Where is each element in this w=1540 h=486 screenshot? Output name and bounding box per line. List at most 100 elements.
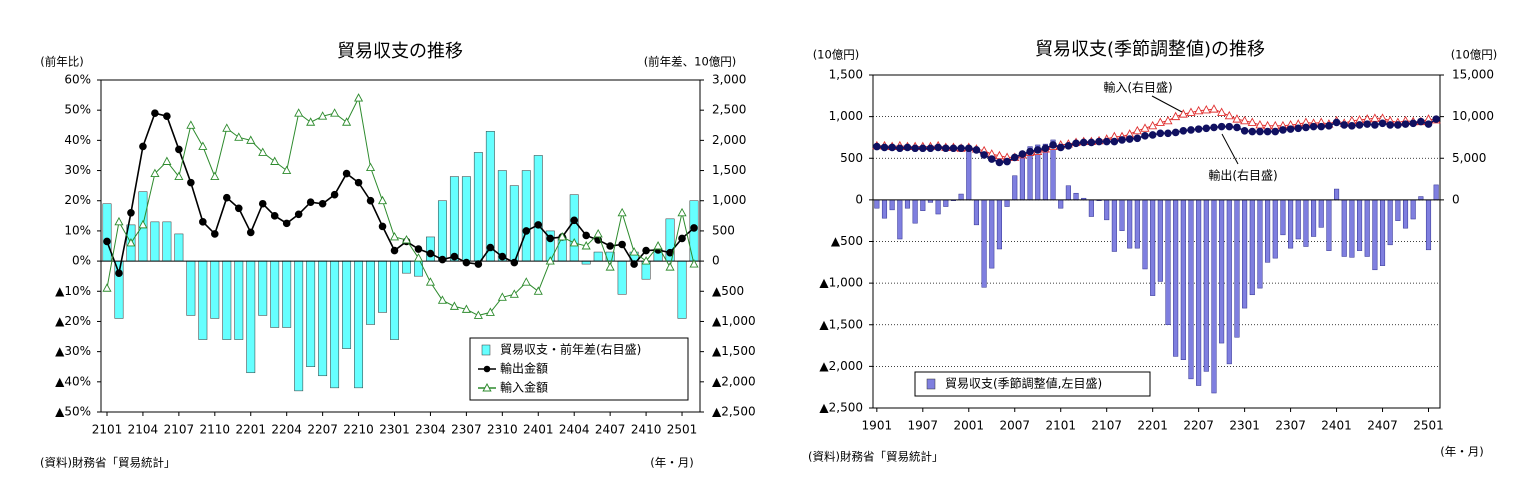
point-marker <box>210 171 220 181</box>
bar <box>1433 184 1439 201</box>
point-marker <box>474 260 483 268</box>
point-marker <box>486 243 495 252</box>
point-marker <box>911 144 919 153</box>
point-marker <box>1133 134 1142 143</box>
point-marker <box>318 111 328 120</box>
bar <box>1188 199 1194 380</box>
y2-tick-label: 500 <box>712 223 735 237</box>
point-marker <box>533 286 543 295</box>
point-marker <box>1210 123 1218 132</box>
x-tick-label: 2410 <box>631 423 662 437</box>
point-marker <box>1401 120 1410 128</box>
point-marker <box>1209 104 1219 113</box>
bar <box>1073 192 1079 201</box>
x-tick-label: 1907 <box>908 419 939 433</box>
point-marker <box>606 242 614 250</box>
y-axis-unit: (10億円) <box>813 48 860 62</box>
annotation: 輸出(右目盛) <box>1208 168 1277 183</box>
point-marker <box>593 228 603 238</box>
point-marker <box>485 307 495 316</box>
point-marker <box>534 221 543 229</box>
point-marker <box>1132 125 1142 135</box>
point-marker <box>222 193 231 202</box>
point-marker <box>1202 124 1211 133</box>
x-tick-label: 2401 <box>1321 419 1352 433</box>
y2-tick-label: ▲1,000 <box>712 314 756 328</box>
legend-swatch <box>926 378 936 390</box>
bar <box>981 199 987 288</box>
point-marker <box>1186 107 1196 116</box>
bar <box>282 260 292 328</box>
legend-label: 貿易収支(季節調整値,左目盛) <box>945 376 1102 391</box>
point-marker <box>186 120 196 129</box>
point-marker <box>665 262 675 271</box>
bar <box>210 260 220 319</box>
bar <box>1318 199 1324 228</box>
y2-tick-label: ▲2,500 <box>712 405 756 419</box>
bar <box>1111 199 1117 252</box>
point-marker <box>282 165 292 174</box>
point-marker <box>426 249 435 258</box>
y-tick-label: 40% <box>64 133 91 147</box>
point-marker <box>342 117 352 126</box>
point-marker <box>127 209 135 217</box>
point-marker <box>1224 110 1234 120</box>
chart-title: 貿易収支(季節調整値)の推移 <box>1035 39 1265 60</box>
point-marker <box>1087 138 1096 147</box>
y-tick-label: 0% <box>72 254 91 268</box>
bar <box>1249 199 1255 296</box>
point-marker <box>1232 114 1242 123</box>
point-marker <box>1194 125 1203 133</box>
point-marker <box>1018 150 1027 158</box>
annotation-leader <box>1221 133 1239 165</box>
bar <box>1134 199 1140 249</box>
y-tick-label: ▲2,500 <box>819 401 863 415</box>
point-marker <box>449 301 459 310</box>
y-tick-label: 30% <box>64 163 91 177</box>
x-tick-label: 2101 <box>1045 419 1076 433</box>
point-marker <box>1178 109 1188 118</box>
bar <box>881 199 888 219</box>
point-marker <box>678 234 686 243</box>
point-marker <box>150 168 160 178</box>
bar <box>1425 199 1432 251</box>
point-marker <box>1163 115 1173 125</box>
bar <box>426 236 435 262</box>
point-marker <box>151 109 159 117</box>
x-tick-label: 2104 <box>128 423 159 437</box>
y2-tick-label: 0 <box>712 254 720 268</box>
point-marker <box>888 143 896 152</box>
point-marker <box>972 146 981 154</box>
point-marker <box>1309 122 1318 131</box>
bar <box>1165 199 1171 325</box>
point-marker <box>964 144 973 153</box>
point-marker <box>1179 126 1188 135</box>
y-tick-label: 500 <box>840 151 863 165</box>
y-tick-label: ▲30% <box>55 344 91 358</box>
bar <box>234 260 244 340</box>
point-marker <box>880 143 889 152</box>
point-marker <box>509 289 519 298</box>
x-tick-label: 2204 <box>271 423 302 437</box>
x-tick-label: 2207 <box>1183 419 1214 433</box>
point-marker <box>1409 119 1417 128</box>
point-marker <box>438 255 447 264</box>
bar <box>1395 199 1401 221</box>
y-tick-label: ▲20% <box>55 314 91 328</box>
bar <box>473 152 483 262</box>
point-marker <box>114 216 124 226</box>
bar <box>1334 188 1340 201</box>
bar <box>617 260 627 295</box>
bar <box>1119 199 1125 231</box>
y-tick-label: ▲50% <box>55 405 91 419</box>
point-marker <box>557 232 567 241</box>
x-tick-label: 2304 <box>415 423 446 437</box>
point-marker <box>306 198 315 207</box>
bar <box>162 221 172 262</box>
x-tick-label: 2407 <box>1367 419 1398 433</box>
bar <box>1012 175 1018 201</box>
point-marker <box>175 145 183 154</box>
point-marker <box>919 144 927 153</box>
y-tick-label: 20% <box>64 193 91 207</box>
bar <box>1326 199 1332 251</box>
